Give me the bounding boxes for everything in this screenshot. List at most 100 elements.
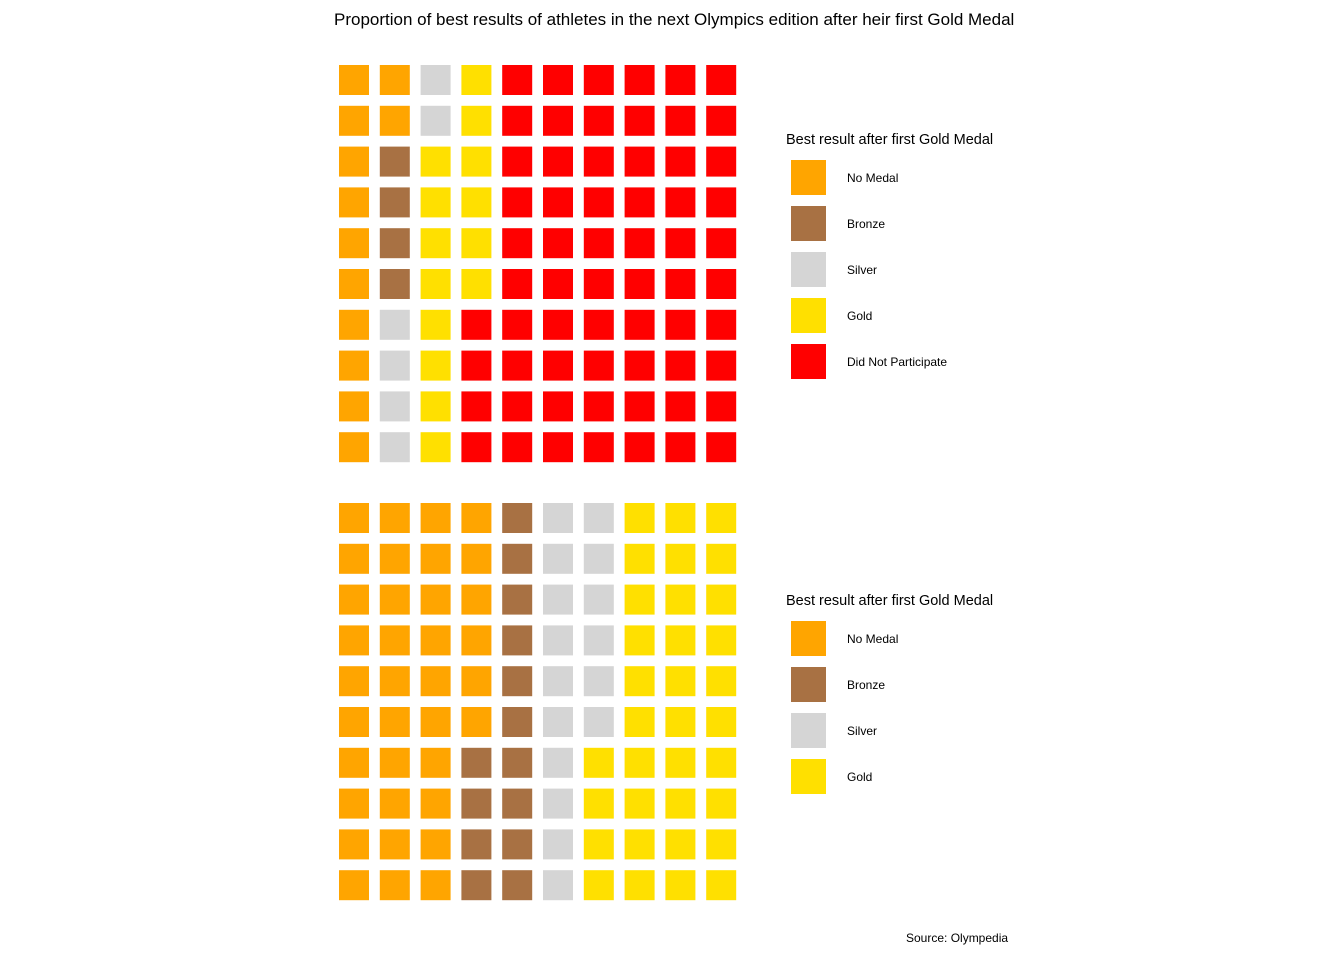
- waffle-cell-did-not-participate: [624, 65, 655, 95]
- waffle-cell-no-medal: [379, 584, 410, 615]
- waffle-grid-2: [339, 503, 737, 901]
- waffle-cell-gold: [665, 584, 696, 615]
- legend-item-gold: Gold: [786, 298, 993, 344]
- waffle-cell-did-not-participate: [665, 350, 696, 381]
- waffle-cell-silver: [543, 503, 573, 533]
- waffle-cell-did-not-participate: [461, 309, 492, 340]
- waffle-cell-did-not-participate: [502, 187, 533, 218]
- waffle-cell-gold: [624, 584, 655, 615]
- waffle-cell-did-not-participate: [624, 391, 655, 422]
- waffle-cell-silver: [379, 350, 410, 381]
- waffle-cell-did-not-participate: [502, 350, 533, 381]
- waffle-cell-silver: [583, 584, 614, 615]
- waffle-cell-gold: [706, 829, 737, 860]
- waffle-cell-gold: [420, 228, 451, 259]
- waffle-cell-bronze: [379, 228, 410, 259]
- waffle-cell-did-not-participate: [624, 309, 655, 340]
- waffle-cell-silver: [379, 391, 410, 422]
- waffle-cell-did-not-participate: [543, 391, 573, 422]
- waffle-cell-no-medal: [339, 146, 369, 177]
- waffle-cell-no-medal: [339, 666, 369, 697]
- waffle-cell-did-not-participate: [461, 350, 492, 381]
- waffle-cell-no-medal: [420, 707, 451, 737]
- waffle-cell-silver: [583, 707, 614, 737]
- waffle-cell-did-not-participate: [583, 146, 614, 177]
- waffle-cell-did-not-participate: [706, 105, 737, 136]
- legend-swatch: [791, 298, 826, 333]
- waffle-cell-silver: [420, 65, 451, 95]
- waffle-cell-no-medal: [379, 788, 410, 819]
- waffle-cell-did-not-participate: [502, 391, 533, 422]
- waffle-cell-gold: [624, 829, 655, 860]
- waffle-cell-gold: [706, 543, 737, 574]
- legend-1: Best result after first Gold Medal No Me…: [786, 132, 993, 390]
- waffle-cell-gold: [706, 788, 737, 819]
- waffle-cell-no-medal: [339, 584, 369, 615]
- legend-2: Best result after first Gold Medal No Me…: [786, 593, 993, 805]
- legend-label: Gold: [847, 309, 873, 323]
- waffle-cell-gold: [706, 870, 737, 901]
- legend-swatch: [791, 713, 826, 748]
- waffle-cell-gold: [665, 870, 696, 901]
- waffle-cell-did-not-participate: [706, 309, 737, 340]
- waffle-cell-gold: [420, 187, 451, 218]
- waffle-cell-no-medal: [339, 269, 369, 299]
- waffle-cell-did-not-participate: [543, 105, 573, 136]
- waffle-cell-gold: [624, 707, 655, 737]
- waffle-cell-gold: [624, 666, 655, 697]
- legend-label: Silver: [847, 724, 878, 738]
- legend-item-gold: Gold: [786, 759, 993, 805]
- waffle-cell-gold: [461, 269, 492, 299]
- waffle-cell-did-not-participate: [624, 228, 655, 259]
- waffle-cell-no-medal: [379, 829, 410, 860]
- waffle-cell-silver: [543, 707, 573, 737]
- waffle-cell-did-not-participate: [543, 65, 573, 95]
- waffle-cell-did-not-participate: [665, 269, 696, 299]
- legend-item-did-not-participate: Did Not Participate: [786, 344, 993, 390]
- waffle-cell-silver: [543, 747, 573, 778]
- legend-swatch: [791, 621, 826, 656]
- waffle-cell-did-not-participate: [706, 187, 737, 218]
- waffle-cell-gold: [706, 625, 737, 656]
- waffle-grid-1: [339, 65, 737, 463]
- waffle-cell-did-not-participate: [583, 187, 614, 218]
- waffle-cell-no-medal: [379, 543, 410, 574]
- waffle-cell-did-not-participate: [665, 65, 696, 95]
- waffle-cell-did-not-participate: [502, 309, 533, 340]
- waffle-cell-gold: [624, 503, 655, 533]
- waffle-cell-gold: [706, 584, 737, 615]
- waffle-cell-silver: [543, 870, 573, 901]
- waffle-cell-bronze: [502, 625, 533, 656]
- waffle-cell-gold: [420, 269, 451, 299]
- waffle-cell-did-not-participate: [706, 350, 737, 381]
- waffle-cell-bronze: [502, 747, 533, 778]
- waffle-cell-no-medal: [420, 666, 451, 697]
- waffle-cell-did-not-participate: [624, 187, 655, 218]
- waffle-cell-no-medal: [379, 870, 410, 901]
- waffle-cell-gold: [665, 503, 696, 533]
- waffle-cell-gold: [706, 666, 737, 697]
- waffle-cell-no-medal: [339, 391, 369, 422]
- waffle-cell-gold: [665, 707, 696, 737]
- legend-label: Silver: [847, 263, 878, 277]
- source-note: Source: Olympedia: [906, 931, 1009, 945]
- waffle-cell-gold: [461, 228, 492, 259]
- waffle-cell-no-medal: [379, 503, 410, 533]
- waffle-cell-did-not-participate: [502, 228, 533, 259]
- waffle-cell-did-not-participate: [461, 432, 492, 463]
- waffle-cell-did-not-participate: [502, 105, 533, 136]
- waffle-cell-gold: [624, 788, 655, 819]
- waffle-cell-no-medal: [339, 65, 369, 95]
- waffle-cell-did-not-participate: [543, 228, 573, 259]
- waffle-cell-gold: [420, 350, 451, 381]
- waffle-cell-did-not-participate: [543, 269, 573, 299]
- waffle-cell-did-not-participate: [706, 269, 737, 299]
- legend-item-bronze: Bronze: [786, 206, 993, 252]
- chart-title: Proportion of best results of athletes i…: [334, 10, 1015, 29]
- waffle-cell-did-not-participate: [706, 65, 737, 95]
- waffle-cell-did-not-participate: [502, 269, 533, 299]
- waffle-cell-did-not-participate: [706, 146, 737, 177]
- waffle-cell-did-not-participate: [665, 187, 696, 218]
- waffle-cell-silver: [379, 309, 410, 340]
- waffle-cell-did-not-participate: [706, 432, 737, 463]
